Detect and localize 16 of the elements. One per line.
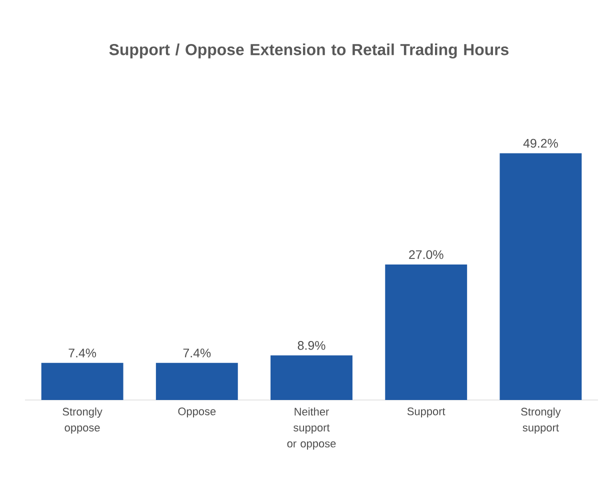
data-label: 27.0% bbox=[409, 250, 444, 260]
data-label: 7.4% bbox=[183, 348, 211, 358]
data-label: 49.2% bbox=[523, 138, 558, 148]
x-tick-label: Strongly oppose bbox=[62, 408, 102, 434]
bar bbox=[385, 264, 468, 400]
bar bbox=[41, 362, 124, 400]
x-tick-label: Strongly support bbox=[521, 408, 561, 434]
x-tick-label: Neither support or oppose bbox=[287, 408, 336, 450]
data-label: 7.4% bbox=[68, 348, 96, 358]
bar bbox=[270, 355, 352, 400]
bar bbox=[500, 153, 582, 400]
x-tick-label: Oppose bbox=[178, 408, 216, 418]
data-label: 8.9% bbox=[298, 341, 326, 350]
x-tick-label: Support bbox=[407, 408, 446, 418]
bar bbox=[156, 362, 238, 400]
chart-title: Support / Oppose Extension to Retail Trading Hours bbox=[109, 44, 508, 58]
